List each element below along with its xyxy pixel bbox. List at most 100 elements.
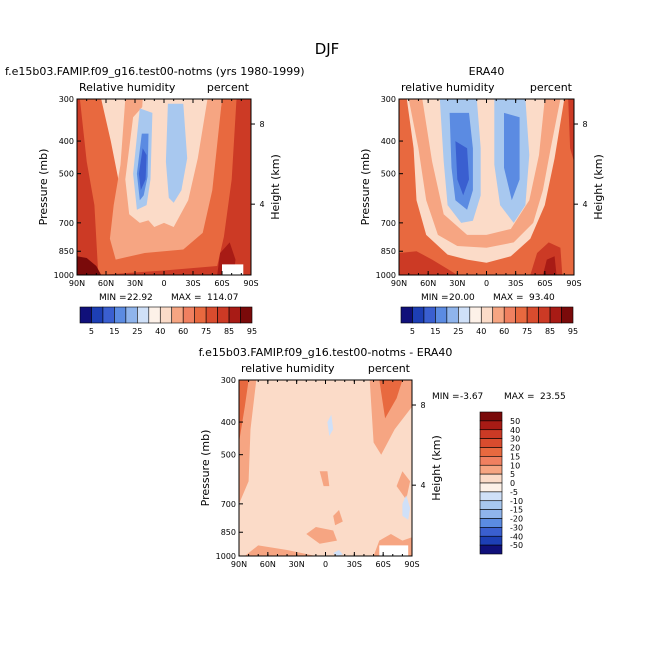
contour-band-6: [504, 112, 520, 201]
colorbar-box-0: [79, 306, 92, 324]
stat-min: 22.92: [127, 293, 153, 303]
x-tick-label: 60S: [214, 279, 229, 288]
colorbar-box-5: [458, 306, 471, 324]
colorbar-box-6: [148, 306, 161, 324]
x-tick-label: 0: [484, 279, 489, 288]
height-tick-label: 8: [420, 401, 425, 410]
panel-title: f.e15b03.FAMIP.f09_g16.test00-notms (yrs…: [5, 65, 305, 78]
x-tick-label: 90N: [231, 560, 247, 569]
colorbar-label: 15: [109, 327, 119, 336]
colorbar-label: 5: [510, 470, 515, 479]
x-tick-label: 0: [161, 279, 166, 288]
stat-min-label: MIN =: [421, 293, 449, 303]
contour-band-7: [455, 141, 469, 196]
colorbar-model: 5 15 25 40 60 75 85 95: [79, 306, 257, 336]
stat-max-label: MAX =: [504, 392, 535, 402]
colorbar-box-1: [91, 306, 104, 324]
x-tick-label: 60N: [420, 279, 436, 288]
x-tick-label: 90N: [391, 279, 407, 288]
units-label: percent: [207, 81, 250, 94]
x-tick-label: 30N: [449, 279, 465, 288]
y-tick-label: 850: [381, 247, 396, 256]
colorbar-label: 15: [430, 327, 440, 336]
colorbar-box-2: [479, 429, 503, 439]
colorbar-box-2: [423, 306, 436, 324]
colorbar-label: 40: [476, 327, 486, 336]
y-tick-label: 500: [59, 170, 74, 179]
colorbar-box-11: [205, 306, 218, 324]
y-tick-label: 300: [59, 95, 74, 104]
colorbar-label: 40: [155, 327, 165, 336]
panel-title: ERA40: [469, 65, 505, 78]
variable-label: relative humidity: [241, 362, 335, 375]
units-label: percent: [368, 362, 411, 375]
y-axis-title: Pressure (mb): [359, 149, 372, 226]
contour-band-10: [222, 264, 244, 275]
colorbar-box-11: [526, 306, 539, 324]
units-label: percent: [530, 81, 573, 94]
y-tick-label: 500: [221, 451, 236, 460]
height-axis-title: Height (km): [269, 154, 282, 220]
colorbar-label: -10: [510, 497, 523, 506]
y-tick-label: 700: [59, 219, 74, 228]
y-tick-label: 1000: [54, 271, 74, 280]
colorbar-label: -20: [510, 515, 523, 524]
height-tick-label: 4: [420, 481, 425, 490]
contour-band-5: [165, 103, 188, 203]
colorbar-label: 20: [510, 444, 520, 453]
colorbar-label: 75: [522, 327, 532, 336]
colorbar-label: 75: [201, 327, 211, 336]
contour-band-4: [306, 527, 337, 544]
panel-model: f.e15b03.FAMIP.f09_g16.test00-notms (yrs…: [5, 65, 305, 303]
colorbar-label: 95: [568, 327, 578, 336]
colorbar-box-3: [479, 438, 503, 448]
height-axis-title: Height (km): [430, 435, 443, 501]
contour-bands: [399, 99, 574, 275]
contour-bands: [239, 380, 412, 556]
colorbar-box-3: [435, 306, 448, 324]
y-tick-label: 700: [381, 219, 396, 228]
stat-min: -3.67: [460, 392, 483, 402]
colorbar-box-12: [479, 518, 503, 528]
x-tick-label: 60N: [260, 560, 276, 569]
y-tick-label: 500: [381, 170, 396, 179]
page-title: DJF: [315, 40, 340, 58]
variable-label: relative humidity: [401, 81, 495, 94]
y-axis-title: Pressure (mb): [199, 430, 212, 507]
colorbar-label: 15: [510, 452, 520, 461]
colorbar-label: 30: [510, 435, 520, 444]
contour-band-6: [333, 510, 343, 526]
colorbar-label: 5: [410, 327, 415, 336]
y-tick-label: 400: [221, 418, 236, 427]
colorbar-label: -15: [510, 506, 523, 515]
height-tick-label: 4: [582, 200, 587, 209]
colorbar-box-5: [479, 456, 503, 466]
x-tick-label: 60N: [98, 279, 114, 288]
colorbar-box-0: [400, 306, 413, 324]
colorbar-label: 85: [545, 327, 555, 336]
stat-max: 114.07: [207, 293, 239, 303]
stat-min-label: MIN =: [99, 293, 127, 303]
colorbar-box-2: [102, 306, 115, 324]
contour-band-8: [399, 251, 458, 275]
stat-max-label: MAX =: [171, 293, 202, 303]
x-tick-label: 60S: [537, 279, 552, 288]
x-tick-label: 60S: [376, 560, 391, 569]
x-tick-label: 90S: [404, 560, 419, 569]
colorbar-box-1: [479, 420, 503, 431]
colorbar-box-14: [479, 535, 503, 546]
colorbar-label: -5: [510, 488, 518, 497]
colorbar-box-6: [469, 306, 482, 324]
colorbar-box-9: [503, 306, 516, 324]
colorbar-box-13: [479, 527, 503, 537]
x-tick-label: 30N: [289, 560, 305, 569]
contour-band-12: [402, 495, 411, 520]
contour-band-8: [379, 380, 403, 419]
contour-band-11: [568, 99, 574, 162]
colorbar-box-10: [479, 500, 503, 510]
panel-obs: ERA40 relative humidity percent 90N 60N 30N 0 3…: [359, 65, 605, 303]
x-tick-label: 30S: [347, 560, 362, 569]
colorbar-box-15: [479, 544, 503, 555]
